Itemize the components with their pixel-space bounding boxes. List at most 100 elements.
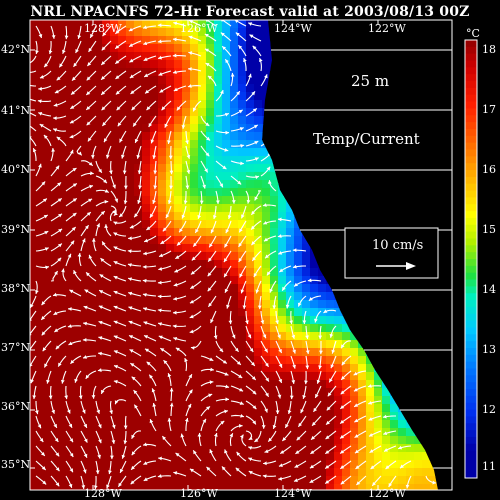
current-arrowhead	[251, 225, 255, 230]
current-arrowhead	[238, 109, 243, 114]
current-arrowhead	[285, 304, 290, 309]
current-arrowhead	[72, 212, 77, 217]
colorbar-segment	[465, 471, 477, 479]
colorbar-segment	[465, 108, 477, 116]
current-arrowhead	[354, 418, 359, 423]
lon-label-top-122: 122°W	[368, 22, 406, 35]
current-arrowhead	[114, 400, 119, 405]
current-arrowhead	[388, 482, 393, 487]
current-arrowhead	[37, 424, 42, 429]
current-arrowhead	[123, 425, 128, 430]
current-arrowhead	[204, 20, 209, 23]
current-arrowhead	[53, 116, 57, 121]
current-arrowhead	[167, 140, 171, 144]
current-arrowhead	[72, 168, 77, 172]
current-arrowhead	[39, 124, 44, 128]
current-arrowhead	[173, 282, 178, 287]
current-arrowhead	[123, 185, 128, 190]
current-arrowhead	[294, 464, 299, 468]
current-arrowhead	[221, 466, 226, 471]
current-arrowhead	[109, 410, 113, 415]
current-arrowhead	[101, 91, 106, 95]
current-arrowhead	[71, 227, 76, 231]
current-arrowhead	[113, 275, 118, 280]
colorbar-segment	[465, 67, 477, 75]
current-arrowhead	[329, 378, 333, 383]
current-arrowhead	[105, 154, 110, 159]
colorbar-segment	[465, 279, 477, 287]
current-arrowhead	[199, 200, 204, 205]
current-arrowhead	[314, 318, 318, 323]
current-arrowhead	[69, 289, 74, 294]
current-arrowhead	[60, 379, 65, 384]
colorbar-segment	[465, 142, 477, 150]
current-arrowhead	[69, 134, 74, 139]
current-arrowhead	[237, 180, 242, 185]
current-arrowhead	[272, 424, 277, 429]
current-arrowhead	[53, 103, 58, 107]
current-arrowhead	[143, 461, 148, 465]
current-arrowhead	[123, 200, 128, 205]
current-arrowhead	[208, 302, 213, 307]
current-arrowhead	[113, 320, 118, 325]
current-arrowhead	[432, 480, 437, 485]
current-arrowhead	[51, 409, 55, 414]
current-arrowhead	[35, 290, 39, 294]
current-arrowhead	[189, 468, 194, 473]
current-arrowhead	[134, 138, 139, 143]
current-arrowhead	[86, 272, 90, 277]
current-arrowhead	[262, 474, 267, 479]
current-arrowhead	[129, 43, 134, 47]
current-arrowhead	[119, 213, 124, 217]
current-arrowhead	[323, 309, 328, 313]
current-arrowhead	[213, 335, 218, 340]
lat-label-40: 40°N	[1, 163, 31, 176]
current-arrowhead	[130, 363, 135, 367]
current-arrowhead	[162, 436, 167, 440]
current-arrowhead	[231, 200, 236, 204]
current-arrowhead	[88, 198, 93, 203]
current-arrowhead	[383, 431, 388, 435]
current-arrowhead	[246, 199, 251, 204]
current-arrowhead	[59, 63, 63, 68]
current-arrowhead	[186, 154, 191, 159]
current-arrowhead	[278, 363, 283, 368]
current-arrowhead	[354, 403, 359, 407]
current-arrowhead	[146, 226, 151, 230]
current-arrowhead	[43, 215, 48, 219]
current-arrowhead	[285, 423, 289, 428]
current-arrowhead	[167, 417, 172, 422]
current-arrowhead	[129, 74, 134, 79]
current-arrowhead	[144, 348, 149, 353]
current-arrowhead	[32, 395, 37, 400]
current-arrowhead	[207, 75, 212, 80]
current-arrowhead	[291, 334, 296, 339]
current-arrowhead	[41, 331, 46, 336]
current-arrowhead	[153, 170, 158, 175]
current-arrowhead	[292, 349, 296, 354]
current-arrowhead	[189, 314, 194, 319]
current-arrowhead	[83, 453, 88, 458]
current-arrowhead	[102, 241, 106, 246]
current-arrowhead	[204, 34, 209, 38]
current-arrowhead	[70, 105, 75, 109]
current-arrowhead	[210, 367, 214, 372]
current-arrowhead	[253, 124, 258, 129]
current-arrowhead	[113, 246, 118, 250]
current-arrowhead	[138, 185, 142, 190]
current-arrowhead	[251, 91, 256, 96]
current-arrowhead	[282, 286, 286, 291]
current-arrowhead	[66, 409, 71, 414]
current-arrowhead	[115, 30, 120, 34]
current-arrowhead	[213, 432, 218, 437]
current-arrowhead	[183, 200, 188, 205]
current-arrowhead	[42, 480, 47, 485]
current-arrowhead	[101, 75, 105, 80]
current-arrowhead	[149, 374, 153, 379]
current-arrowhead	[103, 179, 107, 184]
current-arrowhead	[111, 440, 116, 444]
current-arrowhead	[91, 238, 96, 242]
current-arrowhead	[98, 168, 102, 173]
current-arrowhead	[264, 74, 268, 79]
colorbar-segment	[465, 320, 477, 328]
